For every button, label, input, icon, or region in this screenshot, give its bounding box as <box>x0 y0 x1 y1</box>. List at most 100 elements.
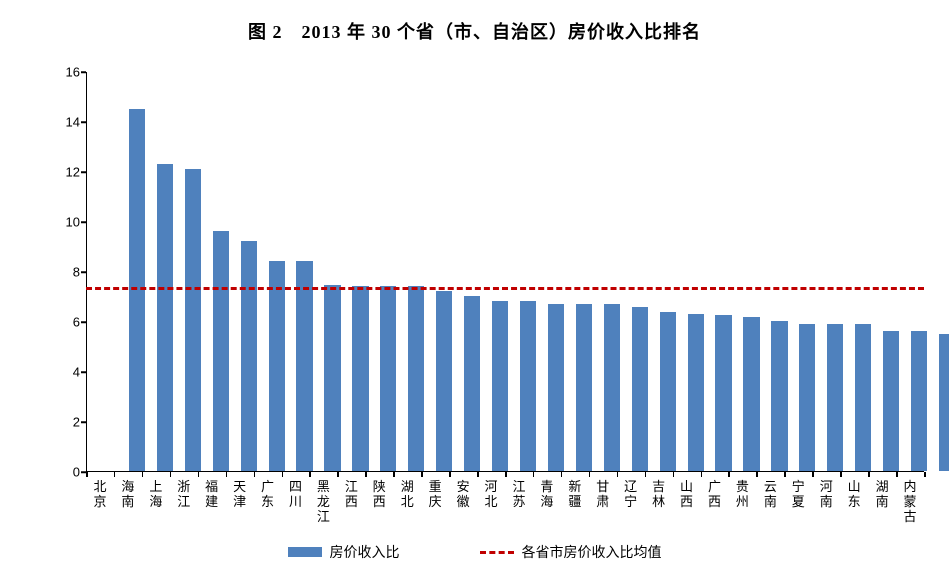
x-tick-mark <box>701 472 703 477</box>
bar <box>939 334 949 472</box>
bar <box>548 304 564 472</box>
y-tick-label: 4 <box>73 365 80 380</box>
y-tick-mark <box>81 321 86 323</box>
x-tick-mark <box>254 472 256 477</box>
legend-item-avg: 各省市房价收入比均值 <box>480 542 662 562</box>
bar <box>269 261 285 471</box>
x-category-label: 山东 <box>840 480 868 510</box>
bar <box>352 286 368 471</box>
x-category-label: 广西 <box>701 480 729 510</box>
x-tick-mark <box>840 472 842 477</box>
x-tick-mark <box>784 472 786 477</box>
x-category-label: 四川 <box>282 480 310 510</box>
y-tick-mark <box>81 271 86 273</box>
x-tick-mark <box>589 472 591 477</box>
bar <box>185 169 201 472</box>
bar <box>771 321 787 471</box>
y-tick-label: 2 <box>73 415 80 430</box>
y-tick-mark <box>81 371 86 373</box>
x-category-label: 湖南 <box>868 480 896 510</box>
x-tick-mark <box>896 472 898 477</box>
y-tick-label: 12 <box>66 165 80 180</box>
y-tick-mark <box>81 221 86 223</box>
x-category-label: 宁夏 <box>784 480 812 510</box>
x-category-label: 河南 <box>812 480 840 510</box>
y-tick-mark <box>81 171 86 173</box>
x-category-label: 浙江 <box>170 480 198 510</box>
y-tick-label: 6 <box>73 315 80 330</box>
legend-bar-swatch <box>288 547 322 557</box>
x-tick-mark <box>365 472 367 477</box>
bar <box>632 307 648 471</box>
x-tick-mark <box>756 472 758 477</box>
x-category-label: 海南 <box>114 480 142 510</box>
x-tick-mark <box>393 472 395 477</box>
x-category-label: 福建 <box>198 480 226 510</box>
x-category-label: 甘肃 <box>589 480 617 510</box>
x-category-label: 山西 <box>673 480 701 510</box>
x-category-label: 辽宁 <box>617 480 645 510</box>
bar <box>660 312 676 471</box>
x-category-label: 江西 <box>337 480 365 510</box>
bar <box>436 291 452 471</box>
bar <box>324 285 340 471</box>
bar <box>464 296 480 471</box>
bar <box>855 324 871 472</box>
bar <box>241 241 257 471</box>
x-category-label: 重庆 <box>421 480 449 510</box>
x-tick-mark <box>421 472 423 477</box>
bar <box>604 304 620 472</box>
bar <box>520 301 536 471</box>
x-category-label: 上海 <box>142 480 170 510</box>
bar <box>296 261 312 471</box>
bar <box>688 314 704 472</box>
x-tick-mark <box>142 472 144 477</box>
x-category-label: 安徽 <box>449 480 477 510</box>
x-category-label: 广东 <box>254 480 282 510</box>
bar <box>827 324 843 472</box>
x-tick-mark <box>868 472 870 477</box>
x-category-label: 江苏 <box>505 480 533 510</box>
legend: 房价收入比 各省市房价收入比均值 <box>0 542 949 562</box>
y-tick-label: 10 <box>66 215 80 230</box>
bar <box>213 231 229 471</box>
plot-area <box>86 72 924 472</box>
x-tick-mark <box>309 472 311 477</box>
x-category-label: 黑龙江 <box>309 480 337 525</box>
x-tick-mark <box>673 472 675 477</box>
bar <box>408 286 424 471</box>
y-tick-label: 8 <box>73 265 80 280</box>
y-tick-mark <box>81 71 86 73</box>
x-category-label: 内蒙古 <box>896 480 924 525</box>
y-tick-label: 16 <box>66 65 80 80</box>
x-category-label: 云南 <box>756 480 784 510</box>
legend-item-bar: 房价收入比 <box>288 542 400 562</box>
y-tick-mark <box>81 421 86 423</box>
x-tick-mark <box>198 472 200 477</box>
x-tick-mark <box>170 472 172 477</box>
y-tick-mark <box>81 121 86 123</box>
x-tick-mark <box>505 472 507 477</box>
x-tick-mark <box>282 472 284 477</box>
x-tick-mark <box>533 472 535 477</box>
bar <box>911 331 927 471</box>
avg-line <box>86 287 924 290</box>
bar <box>743 317 759 471</box>
x-category-label: 贵州 <box>728 480 756 510</box>
x-category-label: 天津 <box>226 480 254 510</box>
x-category-label: 陕西 <box>365 480 393 510</box>
chart-title: 图 2 2013 年 30 个省（市、自治区）房价收入比排名 <box>0 0 949 44</box>
bar <box>799 324 815 472</box>
chart-container: 0246810121416北京海南上海浙江福建天津广东四川黑龙江江西陕西湖北重庆… <box>50 72 924 472</box>
x-tick-mark <box>337 472 339 477</box>
x-tick-mark <box>449 472 451 477</box>
x-tick-mark <box>477 472 479 477</box>
x-tick-mark <box>617 472 619 477</box>
x-tick-mark <box>561 472 563 477</box>
bar <box>157 164 173 472</box>
x-tick-mark <box>812 472 814 477</box>
x-tick-mark <box>86 472 88 477</box>
bar <box>883 331 899 471</box>
x-category-label: 湖北 <box>393 480 421 510</box>
y-tick-label: 14 <box>66 115 80 130</box>
